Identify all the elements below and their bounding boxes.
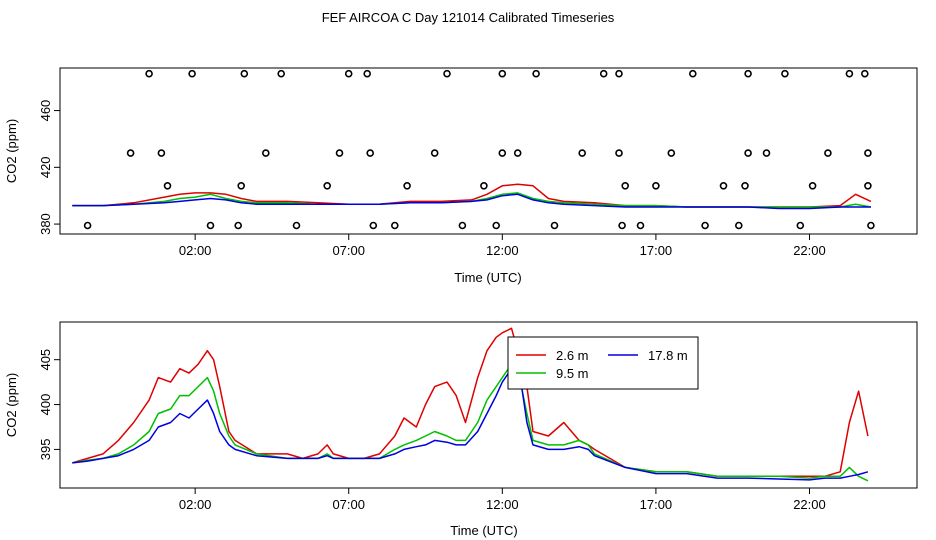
calibration-point (369, 221, 378, 230)
xtick-label-1-0: 02:00 (179, 497, 212, 512)
calibration-point (618, 221, 626, 230)
calibration-point (480, 182, 488, 190)
calibration-point (188, 69, 196, 78)
calibration-point (430, 149, 439, 157)
calibration-point (845, 69, 854, 78)
calibration-point (701, 221, 709, 230)
legend-label-17-8m: 17.8 m (648, 348, 688, 363)
calibration-point (808, 182, 817, 190)
calibration-point (824, 149, 832, 157)
calibration-point (363, 69, 372, 78)
calibration-point (145, 69, 153, 78)
bottom-xlabel: Time (UTC) (450, 523, 517, 538)
legend: 2.6 m 9.5 m 17.8 m (507, 336, 699, 390)
figure-title: FEF AIRCOA C Day 121014 Calibrated Times… (322, 10, 615, 25)
legend-label-9-5m: 9.5 m (556, 366, 589, 381)
calibration-point (498, 149, 507, 157)
calibration-point (867, 221, 875, 230)
xtick-label-1-3: 17:00 (640, 497, 673, 512)
calibration-point (458, 221, 467, 230)
calibration-point (615, 69, 623, 78)
calibration-point (403, 182, 411, 190)
calibration-point (550, 221, 559, 230)
top-calibration-points (83, 69, 875, 230)
xtick-label-1-4: 22:00 (793, 497, 826, 512)
ytick-label-1-2: 405 (38, 349, 53, 371)
calibration-point (234, 221, 242, 230)
ytick-label-0-1: 420 (38, 156, 53, 178)
series-line-1-17-8-m (72, 358, 869, 481)
top-ylabel: CO2 (ppm) (4, 119, 19, 183)
top-panel: 02:00 07:00 12:00 17:00 22:00 380 420 460 Time … (4, 67, 918, 285)
calibration-point (335, 149, 344, 157)
calibration-point (688, 69, 697, 78)
calibration-point (240, 69, 249, 78)
xtick-label-1-1: 07:00 (332, 497, 365, 512)
bottom-panel: 02:00 07:00 12:00 17:00 22:00 395 400 405 Time … (4, 321, 918, 538)
bottom-series (72, 327, 869, 482)
calibration-point (532, 69, 540, 78)
bottom-ylabel: CO2 (ppm) (4, 373, 19, 437)
calibration-point (292, 221, 301, 230)
calibration-point (261, 149, 270, 157)
calibration-point (323, 182, 332, 190)
calibration-point (621, 182, 630, 190)
calibration-point (513, 149, 522, 157)
ytick-label-1-0: 395 (38, 439, 53, 461)
calibration-point (719, 182, 728, 190)
legend-label-2-6m: 2.6 m (556, 348, 589, 363)
calibration-point (744, 69, 752, 78)
calibration-point (237, 182, 245, 190)
calibration-point (126, 149, 135, 157)
ytick-label-0-0: 380 (38, 213, 53, 235)
xtick-label-0-3: 17:00 (640, 243, 673, 258)
calibration-point (734, 221, 743, 230)
calibration-point (344, 69, 353, 78)
ytick-label-1-1: 400 (38, 394, 53, 416)
series-line-0-17-8-m (72, 193, 871, 210)
calibration-point (498, 69, 507, 78)
calibration-point (599, 69, 608, 78)
calibration-point (741, 182, 749, 190)
calibration-point (636, 221, 645, 230)
top-xlabel: Time (UTC) (454, 270, 521, 285)
calibration-point (762, 149, 771, 157)
calibration-point (163, 182, 172, 190)
calibration-point (744, 149, 752, 157)
calibration-point (157, 149, 166, 157)
calibration-point (652, 182, 660, 190)
top-axis-ticks: 02:00 07:00 12:00 17:00 22:00 380 420 460 (38, 100, 826, 258)
calibration-point (492, 221, 501, 230)
calibration-point (206, 221, 215, 230)
calibration-point (443, 69, 451, 78)
series-line-1-9-5-m (72, 363, 869, 482)
top-plot-frame (59, 67, 918, 235)
calibration-point (860, 69, 869, 78)
legend-box (507, 336, 699, 390)
xtick-label-0-0: 02:00 (179, 243, 212, 258)
calibration-point (366, 149, 375, 157)
calibration-point (615, 149, 623, 157)
calibration-point (781, 69, 789, 78)
xtick-label-0-2: 12:00 (486, 243, 519, 258)
ytick-label-0-2: 460 (38, 100, 53, 122)
calibration-point (277, 69, 286, 78)
xtick-label-1-2: 12:00 (486, 497, 519, 512)
calibration-point (864, 182, 872, 190)
xtick-label-0-1: 07:00 (332, 243, 365, 258)
calibration-point (390, 221, 399, 230)
bottom-axis-ticks: 02:00 07:00 12:00 17:00 22:00 395 400 405 (38, 349, 826, 512)
calibration-point (796, 221, 805, 230)
calibration-point (864, 149, 872, 157)
calibration-point (83, 221, 92, 230)
xtick-label-0-4: 22:00 (793, 243, 826, 258)
top-series (72, 183, 872, 210)
calibration-point (578, 149, 587, 157)
calibration-point (667, 149, 676, 157)
